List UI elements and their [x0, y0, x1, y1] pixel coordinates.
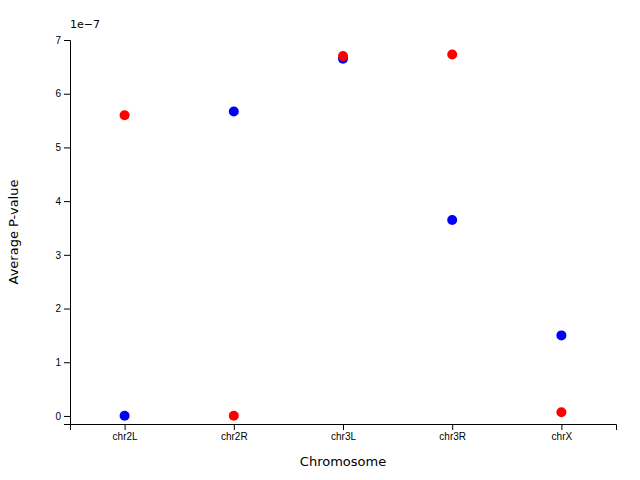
- y-tick-mark: [64, 94, 70, 95]
- x-tick-label: chr2L: [113, 431, 138, 442]
- axis-offset-label: 1e−7: [70, 18, 100, 31]
- y-tick: 5: [55, 142, 70, 153]
- y-tick-label: 1: [55, 357, 61, 368]
- x-tick-label: chr3R: [439, 431, 466, 442]
- point: [120, 411, 130, 421]
- x-tick-label: chr2R: [221, 431, 248, 442]
- y-tick-mark: [64, 362, 70, 363]
- x-tick-label: chr3L: [331, 431, 356, 442]
- y-tick: 2: [55, 303, 70, 314]
- marks: [120, 50, 567, 421]
- series: [120, 50, 567, 421]
- y-axis-title: Average P-value: [6, 180, 21, 285]
- y-tick: 0: [55, 411, 70, 422]
- y-tick-mark: [64, 255, 70, 256]
- x-tick: chr3L: [331, 424, 356, 442]
- point: [447, 50, 457, 60]
- y-tick-label: 0: [55, 411, 61, 422]
- point: [447, 215, 457, 225]
- y-tick-mark: [64, 147, 70, 148]
- point: [338, 51, 348, 61]
- x-tick: chrX: [552, 424, 573, 442]
- x-tick-label: chrX: [552, 431, 573, 442]
- x-tick: chr3R: [439, 424, 466, 442]
- y-tick: 1: [55, 357, 70, 368]
- point: [556, 330, 566, 340]
- y-tick-mark: [64, 40, 70, 41]
- x-axis-line: [71, 425, 617, 431]
- point: [556, 407, 566, 417]
- x-tick-mark: [452, 424, 453, 430]
- x-tick-mark: [125, 424, 126, 430]
- y-tick: 7: [55, 35, 70, 46]
- series: [120, 54, 567, 421]
- y-tick-label: 2: [55, 303, 61, 314]
- x-axis: chr2L chr2R chr3L chr3R chrX: [71, 424, 617, 442]
- y-tick: 3: [55, 250, 70, 261]
- point: [120, 110, 130, 120]
- y-tick-mark: [64, 309, 70, 310]
- x-tick: chr2R: [221, 424, 248, 442]
- y-tick-mark: [64, 201, 70, 202]
- x-tick-mark: [561, 424, 562, 430]
- y-tick: 6: [55, 88, 70, 99]
- x-axis-title: Chromosome: [300, 454, 386, 469]
- chart: chr2L chr2R chr3L chr3R chrX 0 1 2 3 4 5 6 7 Chromoso…: [0, 0, 640, 480]
- y-tick-label: 7: [55, 35, 61, 46]
- x-tick-mark: [234, 424, 235, 430]
- y-axis: 0 1 2 3 4 5 6 7: [55, 35, 70, 425]
- y-tick-mark: [64, 416, 70, 417]
- y-axis-line: [64, 41, 71, 425]
- y-tick-label: 6: [55, 88, 61, 99]
- x-tick: chr2L: [113, 424, 138, 442]
- y-tick-label: 4: [55, 196, 61, 207]
- y-tick-label: 5: [55, 142, 61, 153]
- y-tick: 4: [55, 196, 70, 207]
- point: [229, 411, 239, 421]
- x-tick-mark: [343, 424, 344, 430]
- plot: chr2L chr2R chr3L chr3R chrX 0 1 2 3 4 5 6 7: [55, 35, 616, 442]
- y-tick-label: 3: [55, 250, 61, 261]
- point: [229, 106, 239, 116]
